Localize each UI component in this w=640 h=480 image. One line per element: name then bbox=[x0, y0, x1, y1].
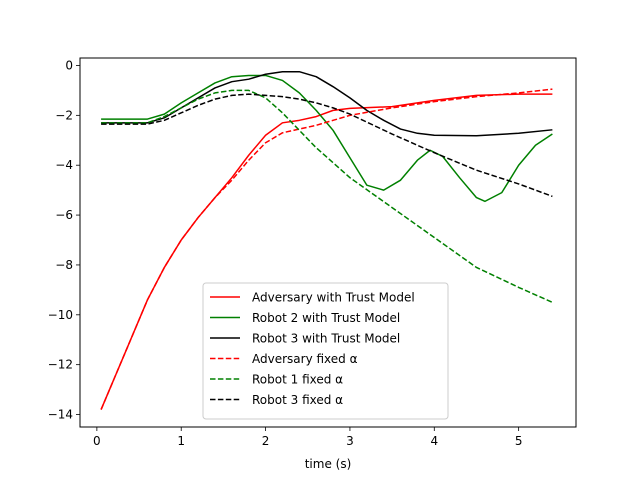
plot-area bbox=[100, 70, 553, 410]
y-tick-label: −12 bbox=[48, 358, 73, 372]
x-tick-label: 2 bbox=[262, 434, 270, 448]
series-line-adversary-fixed bbox=[100, 88, 553, 410]
y-tick-label: −4 bbox=[55, 158, 73, 172]
legend-label-adversary-with-trust-model: Adversary with Trust Model bbox=[252, 291, 415, 305]
legend-label-robot-3-with-trust-model: Robot 3 with Trust Model bbox=[252, 332, 400, 346]
series-line-robot-2-with-trust-model bbox=[101, 74, 553, 203]
legend-label-robot-1-fixed: Robot 1 fixed α bbox=[252, 373, 343, 387]
plot-frame bbox=[79, 57, 577, 428]
y-tick-label: −2 bbox=[55, 108, 73, 122]
legend-label-adversary-fixed: Adversary fixed α bbox=[252, 352, 358, 366]
y-tick-label: −14 bbox=[48, 408, 73, 422]
y-tick-label: 0 bbox=[65, 58, 73, 72]
y-tick-label: −10 bbox=[48, 308, 73, 322]
series-line-robot-3-with-trust-model bbox=[101, 70, 553, 137]
x-axis: 0 1 2 3 4 5 bbox=[93, 427, 522, 448]
x-tick-label: 1 bbox=[177, 434, 185, 448]
series-line-robot-1-fixed bbox=[101, 89, 553, 304]
x-tick-label: 4 bbox=[430, 434, 438, 448]
x-tick-label: 5 bbox=[515, 434, 523, 448]
legend-label-robot-2-with-trust-model: Robot 2 with Trust Model bbox=[252, 311, 400, 325]
y-tick-label: −8 bbox=[55, 258, 73, 272]
legend: Adversary with Trust Model Robot 2 with T… bbox=[202, 282, 449, 420]
legend-label-robot-3-fixed: Robot 3 fixed α bbox=[252, 393, 343, 407]
x-tick-label: 0 bbox=[93, 434, 101, 448]
y-axis: 0 −2 −4 −6 −8 −10 −12 −14 bbox=[48, 58, 80, 422]
series-line-robot-3-fixed bbox=[101, 93, 553, 198]
legend-box bbox=[202, 282, 449, 420]
x-axis-label: time (s) bbox=[305, 457, 352, 471]
x-tick-label: 3 bbox=[346, 434, 354, 448]
y-tick-label: −6 bbox=[55, 208, 73, 222]
